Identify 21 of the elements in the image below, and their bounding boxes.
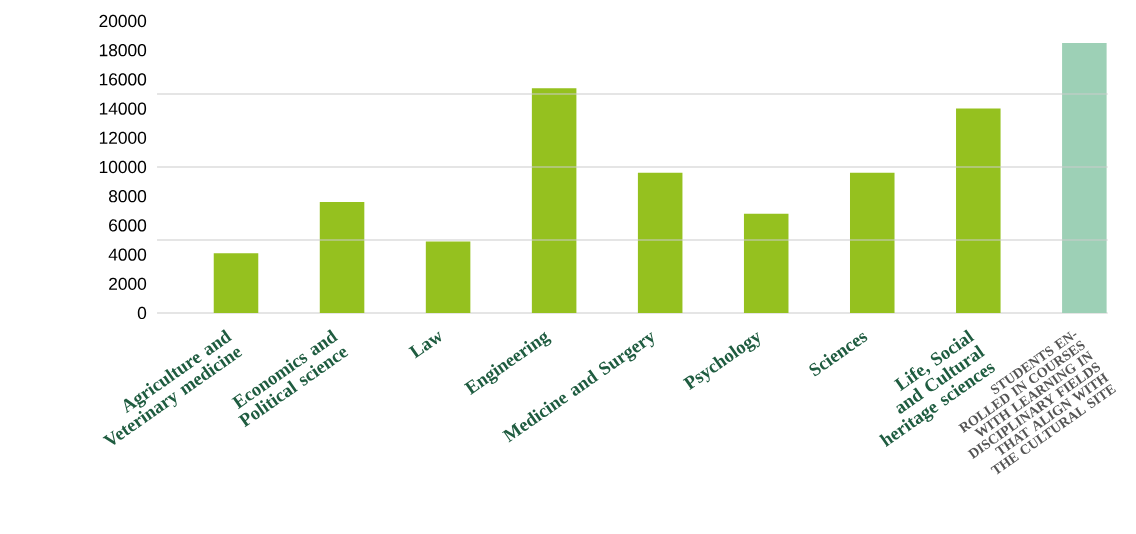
y-tick-label: 12000 — [99, 131, 147, 144]
y-tick-label: 0 — [137, 306, 147, 320]
bar — [531, 88, 577, 313]
bar — [1062, 42, 1107, 313]
y-tick-label: 2000 — [109, 277, 147, 290]
bar — [743, 213, 789, 313]
y-tick-label: 6000 — [109, 219, 147, 232]
bar — [213, 253, 259, 313]
bar — [956, 108, 1001, 313]
y-tick-label: 18000 — [99, 44, 147, 57]
y-tick-label: 16000 — [99, 73, 147, 86]
bar — [425, 241, 471, 313]
y-tick-label: 4000 — [108, 248, 147, 261]
bar — [319, 202, 365, 313]
y-tick-label: 20000 — [99, 14, 147, 28]
y-tick-label: 14000 — [99, 102, 147, 115]
y-tick-label: 10000 — [99, 160, 147, 174]
x-tick-label: Law — [408, 331, 442, 359]
y-tick-label: 8000 — [108, 190, 147, 203]
bar — [849, 172, 895, 313]
bar — [637, 172, 683, 313]
